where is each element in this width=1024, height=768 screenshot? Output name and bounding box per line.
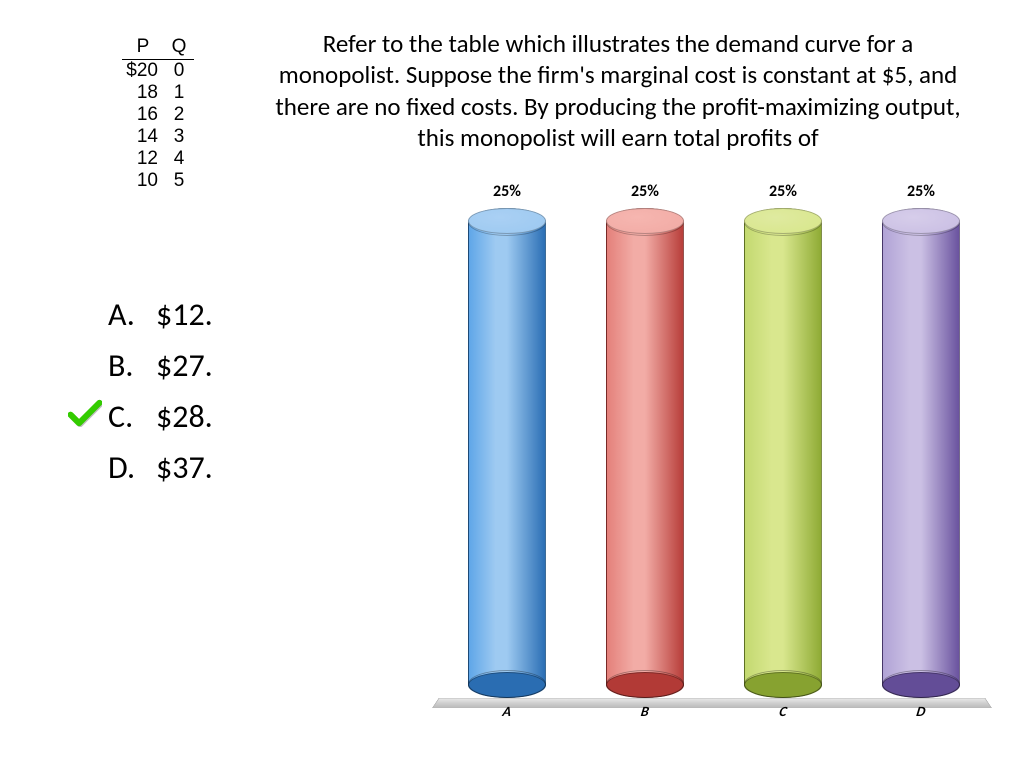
bar-top-cap xyxy=(744,208,822,234)
answer-value: $12. xyxy=(156,295,213,334)
chart-bar: 25%A xyxy=(468,208,546,698)
bar-cylinder xyxy=(744,208,822,698)
chart-bar: 25%C xyxy=(744,208,822,698)
table-row: 181 xyxy=(122,82,194,104)
answer-value: $27. xyxy=(156,346,213,385)
table-row: 124 xyxy=(122,148,194,170)
table-header-p: P xyxy=(122,36,164,60)
answer-letter: C. xyxy=(108,397,156,436)
answer-value: $28. xyxy=(156,397,213,436)
bar-top-cap xyxy=(468,208,546,234)
bar-bottom-cap xyxy=(744,672,822,698)
bar-bottom-cap xyxy=(882,672,960,698)
bar-percent-label: 25% xyxy=(606,182,684,201)
bar-category-label: B xyxy=(605,703,686,720)
answer-list: A.$12.B.$27.C.$28.D.$37. xyxy=(108,295,213,499)
cell-q: 2 xyxy=(164,104,194,126)
cell-p: 12 xyxy=(122,148,164,170)
bar-cylinder xyxy=(468,208,546,698)
bar-cylinder xyxy=(882,208,960,698)
answer-letter: A. xyxy=(108,295,156,334)
cell-q: 4 xyxy=(164,148,194,170)
bar-bottom-cap xyxy=(606,672,684,698)
answer-option[interactable]: A.$12. xyxy=(108,295,213,334)
chart-bar: 25%B xyxy=(606,208,684,698)
bar-cylinder xyxy=(606,208,684,698)
table-header-q: Q xyxy=(164,36,194,60)
bar-category-label: A xyxy=(467,703,548,720)
bar-top-cap xyxy=(606,208,684,234)
bar-bottom-cap xyxy=(468,672,546,698)
checkmark-icon xyxy=(68,399,102,427)
answer-letter: D. xyxy=(108,448,156,487)
answer-option[interactable]: B.$27. xyxy=(108,346,213,385)
cell-q: 3 xyxy=(164,126,194,148)
cell-q: 5 xyxy=(164,170,194,192)
cell-p: 10 xyxy=(122,170,164,192)
bar-percent-label: 25% xyxy=(468,182,546,201)
cell-p: $20 xyxy=(122,60,164,82)
chart-bar: 25%D xyxy=(882,208,960,698)
cell-p: 16 xyxy=(122,104,164,126)
bar-category-label: C xyxy=(743,703,824,720)
cell-p: 14 xyxy=(122,126,164,148)
cell-p: 18 xyxy=(122,82,164,104)
table-row: 143 xyxy=(122,126,194,148)
cell-q: 0 xyxy=(164,60,194,82)
answer-option[interactable]: C.$28. xyxy=(108,397,213,436)
bar-percent-label: 25% xyxy=(882,182,960,201)
answer-letter: B. xyxy=(108,346,156,385)
answer-option[interactable]: D.$37. xyxy=(108,448,213,487)
table-row: 105 xyxy=(122,170,194,192)
bar-category-label: D xyxy=(881,703,962,720)
table-row: $200 xyxy=(122,60,194,82)
table-row: 162 xyxy=(122,104,194,126)
answer-value: $37. xyxy=(156,448,213,487)
bar-percent-label: 25% xyxy=(744,182,822,201)
demand-table: P Q $200181162143124105 xyxy=(122,36,194,192)
bar-top-cap xyxy=(882,208,960,234)
question-text: Refer to the table which illustrates the… xyxy=(268,28,968,153)
response-chart: 25%A25%B25%C25%D xyxy=(432,172,992,732)
cell-q: 1 xyxy=(164,82,194,104)
